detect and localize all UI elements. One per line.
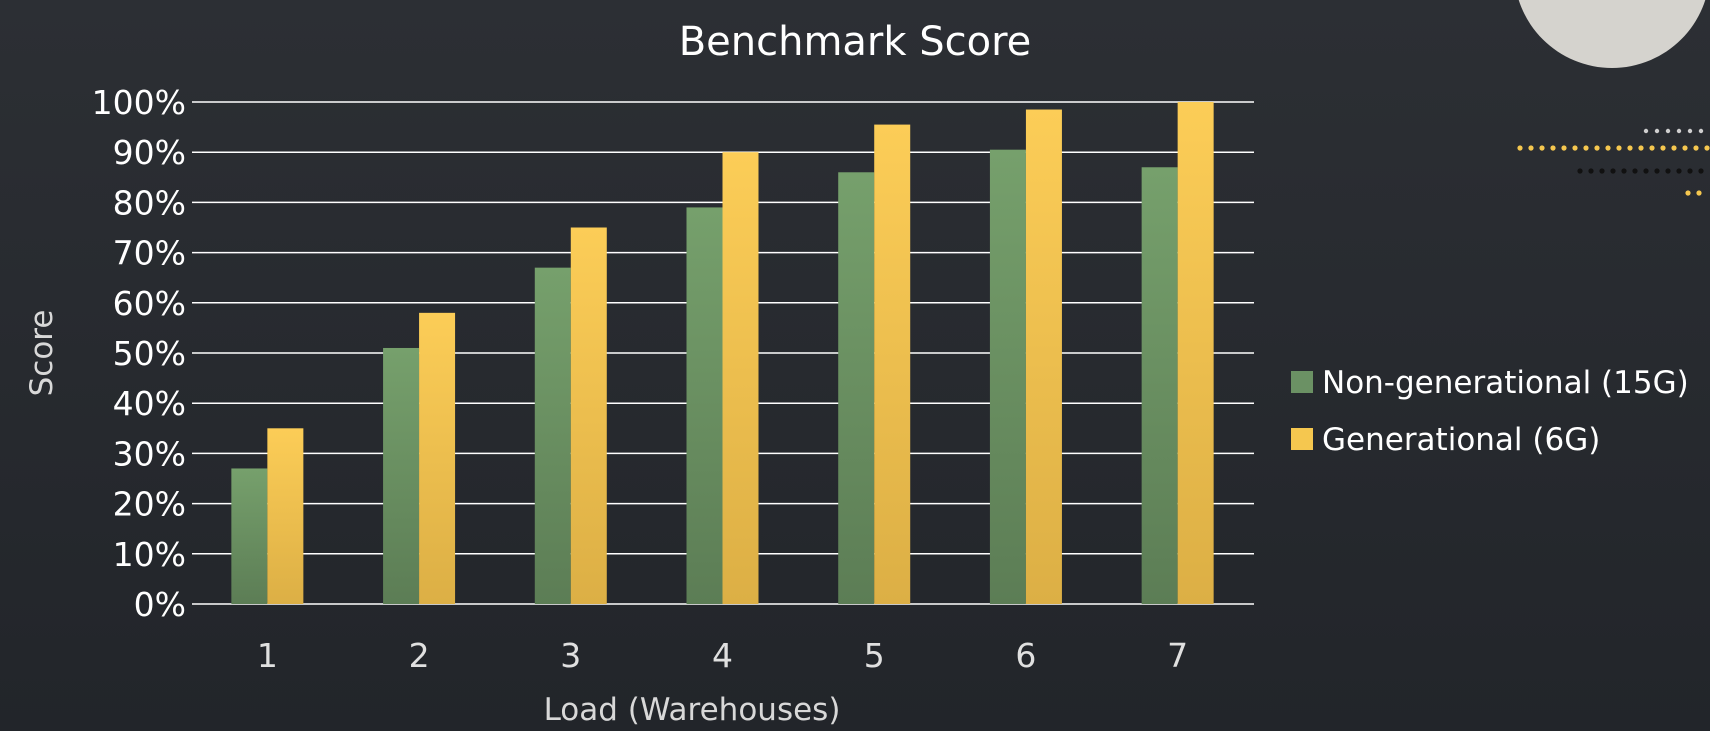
legend-label: Non-generational (15G) (1322, 365, 1689, 401)
bar-generational-2 (419, 312, 456, 604)
x-tick-label: 1 (257, 636, 278, 675)
decorative-dot (1621, 168, 1627, 174)
y-tick-label: 40% (113, 384, 186, 423)
decorative-dot (1632, 168, 1638, 174)
decorative-dot (1696, 190, 1702, 196)
decorative-dot (1588, 168, 1594, 174)
decorative-dot (1676, 168, 1682, 174)
decorative-dot (1654, 128, 1660, 134)
x-tick-label: 4 (712, 636, 733, 675)
y-tick-label: 80% (113, 183, 186, 222)
y-tick-label: 0% (134, 585, 186, 624)
decorative-dot (1643, 128, 1649, 134)
x-tick-label: 3 (560, 636, 581, 675)
y-tick-label: 30% (113, 434, 186, 473)
decorative-dot (1572, 145, 1578, 151)
legend-swatch (1291, 428, 1313, 450)
decorative-dot (1649, 145, 1655, 151)
bar-non-generational-5 (838, 172, 875, 604)
chart-title: Benchmark Score (679, 19, 1032, 65)
decorative-dot (1685, 190, 1691, 196)
x-tick-label: 7 (1167, 636, 1188, 675)
presenter-webcam-circle (1518, 0, 1706, 68)
decorative-dot (1627, 145, 1633, 151)
y-tick-label: 50% (113, 334, 186, 373)
y-tick-label: 20% (113, 485, 186, 524)
legend: Non-generational (15G) Generational (6G) (1291, 365, 1689, 458)
y-axis-title: Score (24, 310, 60, 397)
decorative-dot (1687, 168, 1693, 174)
x-tick-label: 6 (1015, 636, 1036, 675)
decorative-dot (1676, 128, 1682, 134)
decorative-dot (1616, 145, 1622, 151)
x-tick-label: 2 (409, 636, 430, 675)
bar-non-generational-2 (383, 347, 420, 604)
bar-generational-5 (874, 124, 911, 604)
bar-generational-4 (722, 152, 759, 604)
corner-decoration (1517, 0, 1710, 196)
bar-non-generational-1 (231, 468, 268, 604)
decorative-dot (1698, 128, 1704, 134)
x-axis-title: Load (Warehouses) (544, 692, 841, 728)
x-axis-tick-labels: 1 2 3 4 5 6 7 (257, 636, 1188, 675)
bar-non-generational-7 (1141, 167, 1178, 604)
decorative-dot (1665, 168, 1671, 174)
decorative-dot (1671, 145, 1677, 151)
legend-swatch (1291, 371, 1313, 393)
bar-generational-6 (1025, 109, 1062, 604)
decorative-dot (1583, 145, 1589, 151)
decorative-dot (1704, 145, 1710, 151)
decorative-dot (1594, 145, 1600, 151)
bar-generational-7 (1177, 102, 1214, 604)
y-tick-label: 70% (113, 234, 186, 273)
decorative-dot (1654, 168, 1660, 174)
bar-non-generational-6 (989, 149, 1026, 604)
bar-generational-3 (570, 227, 607, 604)
decorative-dot (1577, 168, 1583, 174)
decorative-dot (1698, 168, 1704, 174)
decorative-dot (1682, 145, 1688, 151)
y-tick-label: 60% (113, 284, 186, 323)
decorative-dot (1561, 145, 1567, 151)
bar-generational-1 (267, 428, 304, 604)
decorative-dot (1638, 145, 1644, 151)
decorative-dot (1643, 168, 1649, 174)
y-axis-tick-labels: 0% 10% 20% 30% 40% 50% 60% 70% 80% 90% 100% (92, 83, 186, 624)
decorative-dot (1550, 145, 1556, 151)
decorative-dot (1693, 145, 1699, 151)
decorative-dot (1528, 145, 1534, 151)
decorative-dot (1517, 145, 1523, 151)
y-tick-label: 90% (113, 133, 186, 172)
legend-label: Generational (6G) (1322, 422, 1600, 458)
decorative-dot (1605, 145, 1611, 151)
decorative-dot (1599, 168, 1605, 174)
decorative-dot (1539, 145, 1545, 151)
decorative-dot (1610, 168, 1616, 174)
x-tick-label: 5 (864, 636, 885, 675)
y-tick-label: 10% (113, 535, 186, 574)
bars (231, 102, 1214, 605)
bar-non-generational-3 (534, 267, 571, 604)
bar-non-generational-4 (686, 207, 723, 605)
decorative-dot (1687, 128, 1693, 134)
y-tick-label: 100% (92, 83, 186, 122)
decorative-dot (1665, 128, 1671, 134)
decorative-dot (1660, 145, 1666, 151)
